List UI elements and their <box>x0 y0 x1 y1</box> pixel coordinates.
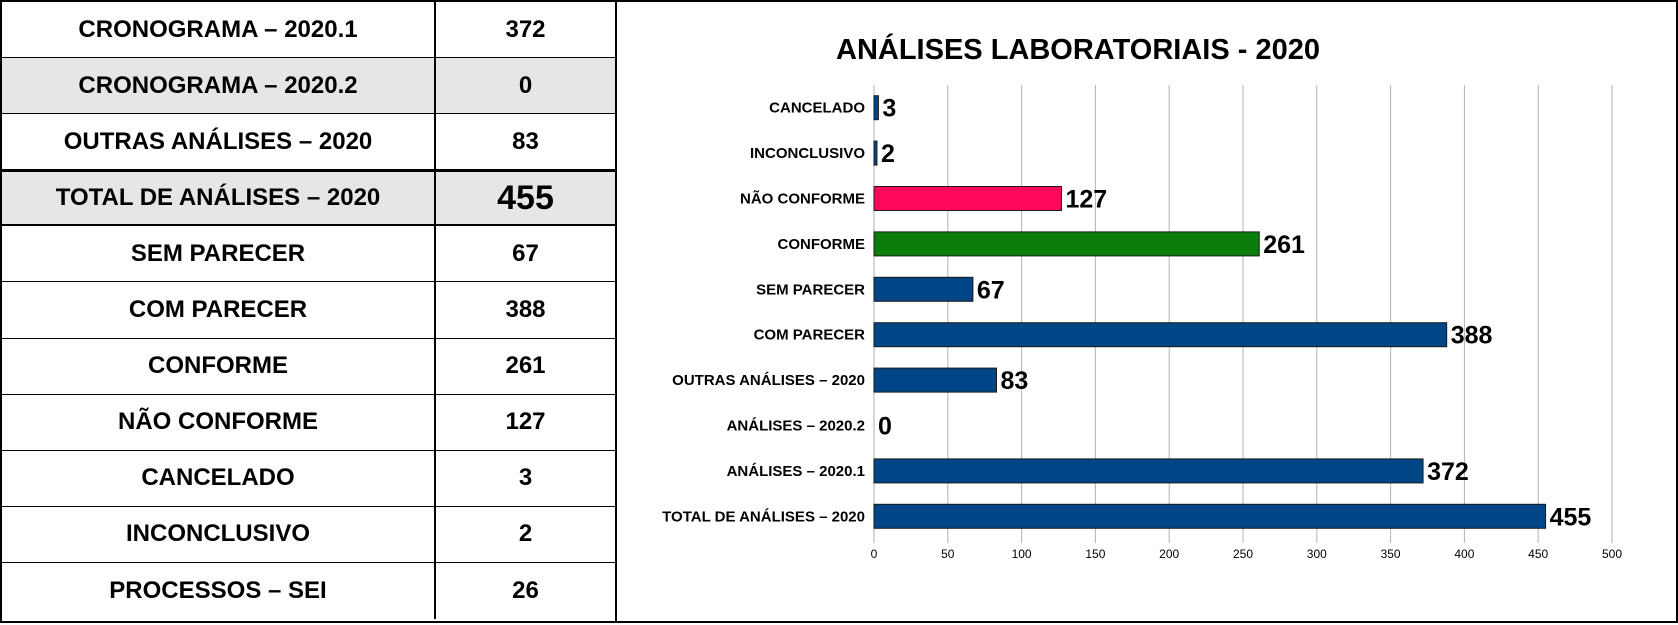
bar <box>873 186 1062 211</box>
row-value: 67 <box>512 239 539 267</box>
table-row: CANCELADO 3 <box>2 450 615 507</box>
row-label: CRONOGRAMA – 2020.1 <box>2 2 436 58</box>
category-label: CANCELADO <box>769 100 865 117</box>
x-tick-label: 400 <box>1454 547 1474 561</box>
bar <box>873 95 879 121</box>
chart-title: ANÁLISES LABORATORIAIS - 2020 <box>836 32 1320 66</box>
chart-panel: ANÁLISES LABORATORIAIS - 2020 CANCELADO I… <box>615 0 1678 623</box>
data-label: 127 <box>1065 186 1107 214</box>
category-label: SEM PARECER <box>756 281 865 298</box>
x-tick-label: 100 <box>1012 547 1032 561</box>
row-label: CANCELADO <box>2 450 436 506</box>
data-label: 3 <box>882 95 896 123</box>
category-label: ANÁLISES – 2020.1 <box>727 463 865 480</box>
table-row: CRONOGRAMA – 2020.2 0 <box>2 58 615 115</box>
row-label: SEM PARECER <box>2 226 436 282</box>
data-label: 67 <box>977 276 1005 304</box>
table-row: SEM PARECER 67 <box>2 226 615 283</box>
table-row: PROCESSOS – SEI 26 <box>2 562 615 620</box>
x-tick-label: 50 <box>941 547 955 561</box>
x-tick-label: 500 <box>1602 547 1622 561</box>
value-labels: 3 2 127 261 67 388 83 0 372 455 <box>878 95 1591 532</box>
row-label: INCONCLUSIVO <box>2 506 436 562</box>
category-label: OUTRAS ANÁLISES – 2020 <box>672 372 865 389</box>
category-labels: CANCELADO INCONCLUSIVO NÃO CONFORME CONFORM… <box>662 100 865 526</box>
row-label: TOTAL DE ANÁLISES – 2020 <box>2 172 436 225</box>
bar <box>873 231 1260 257</box>
gridlines <box>873 85 1613 543</box>
bar <box>873 276 974 302</box>
table-row: INCONCLUSIVO 2 <box>2 506 615 563</box>
category-label: CONFORME <box>778 236 866 253</box>
table-row: TOTAL DE ANÁLISES – 2020 455 <box>2 170 615 227</box>
row-value: 3 <box>518 464 533 492</box>
table-row: NÃO CONFORME 127 <box>2 394 615 451</box>
bar <box>873 503 1547 529</box>
x-axis-ticks: 0 50 100 150 200 250 300 350 400 450 500 <box>871 547 1623 561</box>
table-row: CONFORME 261 <box>2 338 615 395</box>
x-tick-label: 200 <box>1159 547 1179 561</box>
row-value: 127 <box>505 408 546 436</box>
bars <box>873 95 1547 529</box>
row-label: COM PARECER <box>2 282 436 338</box>
table-row: CRONOGRAMA – 2020.1 372 <box>2 2 615 59</box>
table-row: OUTRAS ANÁLISES – 2020 83 <box>2 114 615 171</box>
x-tick-label: 0 <box>871 547 878 561</box>
data-label: 2 <box>881 140 895 168</box>
row-label: CONFORME <box>2 338 436 394</box>
category-label: COM PARECER <box>754 327 866 344</box>
row-value: 261 <box>505 352 546 380</box>
row-value: 388 <box>505 296 546 324</box>
data-label: 0 <box>878 413 892 441</box>
category-label: ANÁLISES – 2020.2 <box>727 418 865 435</box>
row-value: 26 <box>512 576 539 604</box>
bar <box>873 140 878 166</box>
data-label: 83 <box>1001 367 1029 395</box>
x-tick-label: 450 <box>1528 547 1548 561</box>
row-label: OUTRAS ANÁLISES – 2020 <box>2 114 436 170</box>
x-tick-label: 300 <box>1307 547 1327 561</box>
category-label: INCONCLUSIVO <box>750 145 865 162</box>
table-row: COM PARECER 388 <box>2 282 615 339</box>
category-label: NÃO CONFORME <box>740 190 865 208</box>
data-label: 455 <box>1550 503 1592 531</box>
bar <box>873 458 1424 484</box>
row-label: NÃO CONFORME <box>2 394 436 450</box>
x-tick-label: 150 <box>1085 547 1105 561</box>
bar <box>873 367 998 393</box>
data-label: 388 <box>1451 322 1493 350</box>
row-value: 372 <box>505 15 546 43</box>
row-label: PROCESSOS – SEI <box>2 562 436 620</box>
row-label: CRONOGRAMA – 2020.2 <box>2 58 436 114</box>
data-label: 261 <box>1263 231 1305 259</box>
x-tick-label: 250 <box>1233 547 1253 561</box>
row-value: 2 <box>518 520 533 548</box>
bar <box>873 322 1448 348</box>
bar-chart: ANÁLISES LABORATORIAIS - 2020 CANCELADO I… <box>662 32 1623 561</box>
row-value: 0 <box>518 71 533 99</box>
x-tick-label: 350 <box>1381 547 1401 561</box>
row-value: 83 <box>512 127 539 155</box>
category-label: TOTAL DE ANÁLISES – 2020 <box>662 508 865 525</box>
row-value: 455 <box>497 178 554 217</box>
summary-table: CRONOGRAMA – 2020.1 372 CRONOGRAMA – 2020.… <box>0 0 617 623</box>
data-label: 372 <box>1427 458 1469 486</box>
